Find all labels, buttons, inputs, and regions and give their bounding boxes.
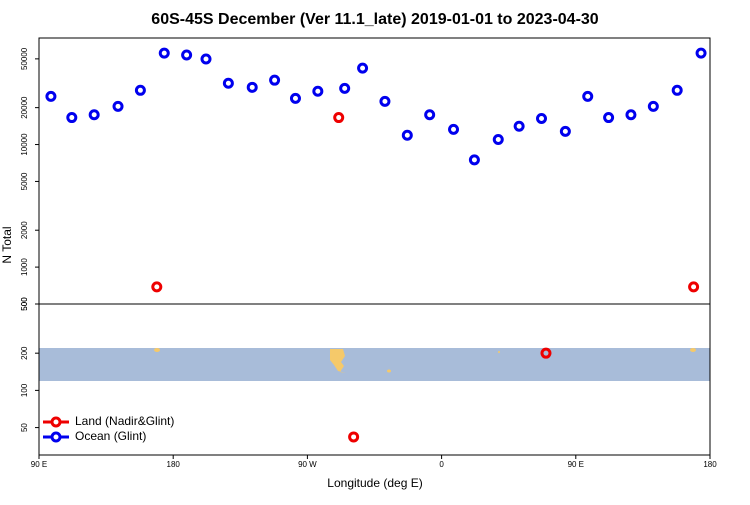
y-tick-label: 2000 (20, 221, 29, 239)
y-tick-label: 1000 (20, 258, 29, 276)
ocean-band (39, 348, 710, 381)
point (688, 281, 700, 293)
point (536, 113, 548, 125)
y-tick-label: 500 (20, 297, 29, 311)
y-tick-label: 200 (20, 346, 29, 360)
point (448, 123, 460, 135)
point (246, 81, 258, 93)
legend-marker (50, 416, 62, 428)
y-tick-label: 50000 (20, 47, 29, 70)
point (559, 125, 571, 137)
point (540, 347, 552, 359)
y-tick-label: 5000 (20, 172, 29, 190)
point (401, 129, 413, 141)
point (671, 84, 683, 96)
point (222, 77, 234, 89)
point (269, 74, 281, 86)
point (339, 82, 351, 94)
plot-frame (38, 303, 711, 456)
y-tick-label: 100 (20, 383, 29, 397)
point (45, 90, 57, 102)
point (625, 109, 637, 121)
point (492, 133, 504, 145)
land-shape (154, 348, 160, 352)
point (695, 47, 707, 59)
y-tick-label: 500 (20, 297, 29, 311)
map-strip (39, 348, 710, 381)
point (112, 100, 124, 112)
x-axis-label: Longitude (deg E) (327, 476, 422, 490)
point (424, 109, 436, 121)
x-tick-label: 180 (167, 460, 181, 469)
land-shape (690, 348, 696, 352)
x-tick-label: 90 E (568, 460, 584, 469)
x-tick-label: 90 W (298, 460, 317, 469)
legend-label: Land (Nadir&Glint) (75, 414, 174, 428)
y-axis-label: N Total (0, 226, 14, 263)
y-tick-label: 20000 (20, 96, 29, 119)
point (151, 281, 163, 293)
point (312, 85, 324, 97)
land-shape (498, 351, 500, 353)
point (181, 49, 193, 61)
point (66, 112, 78, 124)
point (357, 62, 369, 74)
point (379, 95, 391, 107)
point (603, 112, 615, 124)
x-tick-label: 0 (439, 460, 444, 469)
point (88, 109, 100, 121)
x-tick-label: 90 E (31, 460, 47, 469)
point (513, 120, 525, 132)
legend-label: Ocean (Glint) (75, 429, 146, 443)
land-shape (387, 369, 391, 373)
point (158, 47, 170, 59)
point (468, 154, 480, 166)
point (333, 112, 345, 124)
legend-marker (50, 431, 62, 443)
point (647, 100, 659, 112)
y-tick-label: 50 (20, 423, 29, 432)
y-tick-label: 10000 (20, 133, 29, 156)
point (134, 84, 146, 96)
chart-title: 60S-45S December (Ver 11.1_late) 2019-01… (151, 11, 599, 28)
point (289, 92, 301, 104)
land-shape (330, 349, 346, 373)
x-tick-label: 180 (703, 460, 717, 469)
point (200, 53, 212, 65)
point (582, 90, 594, 102)
point (348, 431, 360, 443)
